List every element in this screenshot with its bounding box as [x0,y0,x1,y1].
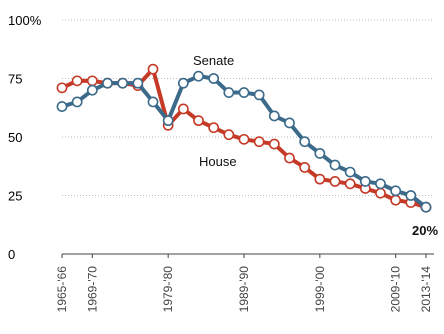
x-tick-label: 1979-'80 [161,266,175,313]
data-point-senate [223,87,235,98]
data-point-senate [208,73,220,84]
data-point-senate [359,176,371,187]
series-group [56,63,432,213]
y-axis-ticks: 100% 75 50 25 0 [8,13,42,262]
series-label-senate: Senate [193,53,234,68]
data-point-senate [268,110,280,122]
data-point-house [253,136,265,148]
data-point-senate [405,190,417,201]
data-point-senate [253,89,265,101]
data-point-house [390,194,402,206]
x-tick-label: 2013-'14 [419,266,433,313]
y-tick-label: 25 [8,189,22,204]
data-point-house [238,133,250,145]
data-point-senate [375,178,386,190]
data-point-house [208,122,220,134]
data-point-senate [132,77,144,89]
data-point-house [223,129,235,141]
x-axis-ticks: 1965-'66 1969-'70 1979-'80 1989-'90 1999-'00… [55,266,433,313]
x-tick-label: 1999-'00 [313,266,327,313]
data-point-senate [117,77,129,89]
data-point-house [344,178,356,190]
y-tick-label: 50 [8,130,22,145]
data-point-senate [147,96,159,108]
data-point-senate [71,96,83,108]
series-senate [56,70,432,213]
data-point-senate [390,185,402,197]
x-tick-label: 1965-'66 [55,266,69,313]
data-point-house [177,103,189,115]
series-label-house: House [199,154,237,169]
y-tick-label: 0 [8,247,15,262]
data-point-senate [193,70,204,82]
data-point-senate [329,159,341,171]
data-point-house [71,75,83,87]
y-tick-label: 100% [8,13,42,28]
data-point-senate [102,77,113,89]
data-point-senate [344,166,356,178]
x-tick-label: 2009-'10 [389,266,403,313]
gridlines [62,19,434,196]
data-point-house [268,138,280,150]
data-point-senate [284,117,295,129]
data-point-senate [177,77,189,89]
data-point-senate [420,201,432,213]
data-point-house [284,152,295,164]
data-point-house [86,75,98,87]
data-point-house [299,162,311,173]
x-tick-label: 1969-'70 [85,266,99,313]
data-point-senate [86,84,98,96]
data-point-senate [162,115,174,127]
y-tick-label: 75 [8,72,22,87]
data-point-house [193,115,204,127]
data-point-house [314,173,326,185]
data-point-senate [299,136,311,148]
series-house [56,63,432,213]
x-axis-tick-marks [61,254,427,258]
data-point-house [147,63,159,75]
x-tick-label: 1989-'90 [237,266,251,313]
data-point-house [375,187,386,199]
data-point-house [329,176,341,187]
data-point-senate [56,101,68,112]
data-point-senate [314,147,326,159]
end-value-label: 20% [412,223,438,238]
data-point-senate [238,87,250,98]
data-point-house [56,82,68,94]
